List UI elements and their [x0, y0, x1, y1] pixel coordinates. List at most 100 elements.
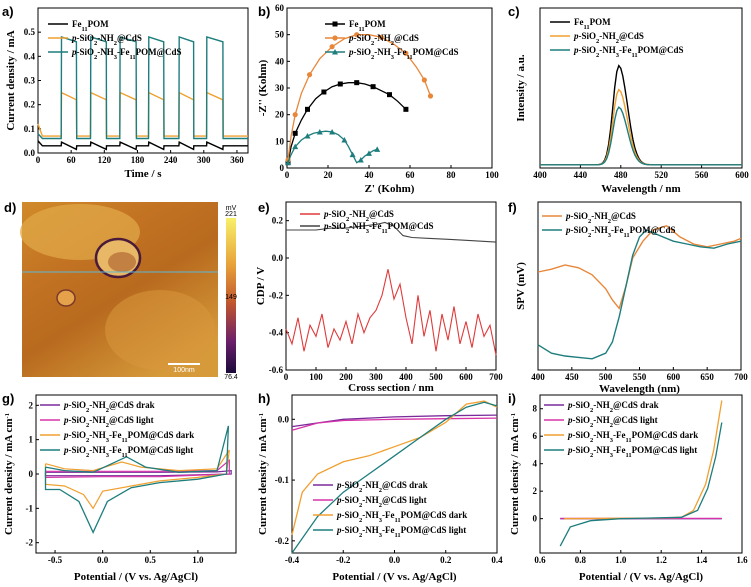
panel-b-point — [285, 159, 292, 166]
panel-b-xlabel: Z' (Kohm) — [365, 183, 415, 195]
panel-b-xtick-label: 60 — [406, 170, 416, 180]
panel-label: i) — [508, 391, 516, 406]
panel-d-particle-core — [108, 252, 136, 272]
panel-f-xtick-label: 400 — [531, 372, 545, 382]
panel-e-xtick-label: 700 — [489, 372, 503, 382]
panel-b-point — [366, 150, 372, 156]
panel-g-series-line — [44, 459, 230, 479]
panel-b-point — [354, 32, 360, 38]
panel-e-ytick-label: -0.4 — [269, 328, 284, 338]
panel-h-xtick-label: -0.4 — [285, 555, 300, 565]
panel-g-series-line — [44, 469, 232, 477]
panel-e-ylabel-group: CDP / V — [255, 267, 267, 305]
panel-b-xtick-label: 40 — [365, 170, 375, 180]
panel-c-xtick-label: 480 — [614, 170, 628, 180]
panel-i-xtick-label: 1.0 — [615, 555, 627, 565]
panel-b-ytick-label: 30 — [275, 83, 285, 93]
panel-h-series-line — [291, 414, 498, 428]
panel-b-point — [403, 106, 409, 112]
panel-f-series-line — [537, 229, 742, 360]
panel-c-xtick-label: 600 — [735, 170, 749, 180]
panel-c-series-line — [540, 106, 742, 166]
panel-label: e) — [258, 200, 270, 215]
panel-e-ytick-label: -0.2 — [269, 290, 284, 300]
panel-c-legend-label: p-SiO2-NH2@CdS — [573, 31, 644, 45]
panel-b-point — [403, 50, 409, 56]
panel-i-frame — [539, 394, 743, 554]
panel-a-legend-label: p-SiO2-NH2@CdS — [71, 33, 142, 47]
panel-h-ylabel: Current density / mA cm-1 — [257, 413, 269, 535]
panel-b-ytick-label: 60 — [275, 3, 285, 13]
panel-label: d) — [4, 200, 16, 215]
panel-f-legend-label: p-SiO2-NH2@CdS — [565, 211, 636, 225]
panel-b-legend-marker — [332, 49, 338, 55]
panel-b-point — [329, 129, 336, 135]
panel-g-legend-label: p-SiO2-NH3-Fe11POM@CdS light — [63, 445, 193, 459]
panel-e-xtick-label: 0 — [284, 372, 289, 382]
panel-a-ytick-label: 0.1 — [24, 124, 36, 134]
panel-c-xtick-label: 400 — [533, 170, 547, 180]
panel-c-series-line — [540, 88, 742, 166]
panel-b-point — [378, 34, 384, 40]
panel-d-colorbar-tick: 149 — [225, 294, 237, 301]
panel-a-ytick-label: 0.0 — [24, 148, 36, 158]
panel-i-ytick-label: 4 — [533, 459, 538, 469]
panel-g-xtick-label: 0.5 — [145, 555, 157, 565]
panel-e-ytick-label: -0.6 — [269, 365, 284, 375]
panel-g-ytick-label: 1 — [29, 435, 34, 445]
panel-f-ylabel-group: SPV (mV) — [515, 262, 527, 310]
panel-i-ylabel: Current density / mA cm-1 — [509, 413, 521, 535]
panel-a-xtick-label: 60 — [67, 155, 77, 165]
panel-d-colorbar-tick: 76.4 — [224, 374, 238, 381]
panel-b-ytick-label: 50 — [275, 30, 285, 40]
panel-d-particle — [56, 289, 76, 307]
panel-b-ylabel-group: -Z'' (Kohm) — [257, 59, 269, 116]
panel-a-series-line — [37, 91, 248, 137]
panel-g-ytick-label: 0 — [29, 469, 34, 479]
panel-f-xlabel: Wavelength (nm) — [599, 383, 680, 395]
panel-e-ytick-label: 0.2 — [272, 216, 284, 226]
panel-b-legend-marker — [332, 21, 338, 27]
panel-f-xtick-label: 650 — [700, 372, 714, 382]
panel-b-ytick-label: 0 — [280, 163, 285, 173]
panel-c-xtick-label: 520 — [654, 170, 668, 180]
panel-g-legend-label: p-SiO2-NH3-Fe11POM@CdS dark — [63, 430, 194, 444]
panel-b-xtick-label: 0 — [285, 170, 290, 180]
panel-c-xtick-label: 560 — [695, 170, 709, 180]
panel-d-colorbar-unit: mV — [226, 205, 237, 212]
panel-g-ylabel-group: Current density / mA cm-1 — [3, 413, 15, 535]
panel-f-xtick-label: 700 — [734, 372, 748, 382]
panel-b-ylabel: -Z'' (Kohm) — [257, 59, 269, 116]
panel-g-legend-label: p-SiO2-NH2@CdS drak — [63, 400, 155, 414]
panel-e-legend-label: p-SiO2-NH3-Fe11POM@CdS — [323, 221, 434, 235]
panel-a-legend-label: Fe11POM — [72, 19, 109, 33]
panel-h-series-line — [291, 401, 498, 554]
panel-g-xtick-label: -0.5 — [48, 555, 63, 565]
panel-b-point — [292, 143, 299, 150]
panel-label: c) — [508, 4, 520, 19]
panel-b-point — [357, 157, 364, 163]
panel-a-series-line — [37, 36, 248, 140]
panel-b-legend-label: p-SiO2-NH3-Fe11POM@CdS — [348, 47, 459, 61]
panel-i-xtick-label: 0.8 — [575, 555, 587, 565]
panel-g-series-line — [44, 449, 230, 510]
panel-e-frame — [285, 201, 497, 371]
panel-g-ytick-label: -1 — [26, 503, 34, 513]
panel-h-legend-label: p-SiO2-NH3-Fe11POM@CdS dark — [336, 510, 467, 524]
panel-g-series-line — [44, 425, 230, 534]
panel-a-ylabel-group: Current density / mA — [5, 30, 17, 130]
panel-b-point — [349, 151, 356, 158]
panel-e-xtick-label: 400 — [399, 372, 413, 382]
panel-e-ytick-label: 0.0 — [272, 253, 284, 263]
panel-c-legend-label: p-SiO2-NH3-Fe11POM@CdS — [573, 45, 684, 59]
panel-label: f) — [508, 200, 517, 215]
panel-label: g) — [2, 391, 14, 406]
panel-i-ytick-label: 2 — [533, 486, 538, 496]
panel-f-xtick-label: 600 — [667, 372, 681, 382]
panel-label: b) — [258, 4, 270, 19]
panel-f-xtick-label: 450 — [565, 372, 579, 382]
panel-e-xtick-label: 200 — [339, 372, 353, 382]
panel-a-xtick-label: 120 — [98, 155, 112, 165]
panel-c-ylabel-group: Intensity / a.u. — [515, 54, 527, 121]
panel-f-xtick-label: 500 — [599, 372, 613, 382]
